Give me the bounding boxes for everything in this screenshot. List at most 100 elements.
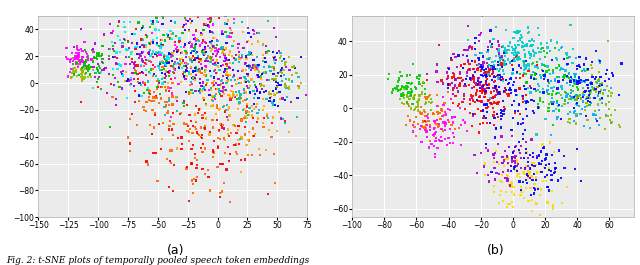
- Point: [212, 50, 223, 54]
- Point: [446, 123, 456, 127]
- Point: [570, 74, 580, 78]
- Point: [519, 196, 529, 200]
- Point: [544, 162, 554, 166]
- Point: [228, 68, 238, 72]
- Point: [564, 83, 575, 87]
- Point: [138, 50, 148, 54]
- Point: [277, 96, 287, 101]
- Point: [438, 120, 449, 125]
- Point: [422, 78, 432, 82]
- Point: [529, 39, 540, 43]
- Point: [91, 71, 101, 75]
- Point: [140, 55, 150, 59]
- Point: [171, 95, 181, 99]
- Point: [519, 61, 529, 65]
- Point: [176, 80, 186, 85]
- Point: [590, 87, 600, 91]
- Point: [84, 72, 95, 77]
- Point: [506, 164, 516, 168]
- Point: [525, 53, 536, 58]
- Point: [574, 104, 584, 108]
- Point: [436, 109, 447, 113]
- Point: [423, 116, 433, 120]
- Point: [231, 150, 241, 154]
- Point: [585, 81, 595, 85]
- Point: [202, 81, 212, 85]
- Point: [461, 70, 472, 75]
- Point: [69, 45, 79, 49]
- Point: [206, 86, 216, 90]
- Point: [220, 69, 230, 73]
- Point: [463, 60, 474, 64]
- Point: [574, 94, 584, 98]
- Point: [589, 109, 600, 113]
- Point: [472, 98, 482, 102]
- Point: [259, 70, 269, 74]
- Point: [72, 44, 82, 48]
- Point: [503, 174, 513, 178]
- Point: [225, 61, 235, 65]
- Point: [513, 121, 523, 126]
- Point: [482, 73, 492, 77]
- Point: [476, 68, 486, 73]
- Point: [173, 65, 184, 70]
- Point: [563, 75, 573, 79]
- Point: [587, 85, 597, 89]
- Point: [211, 54, 221, 58]
- Point: [565, 78, 575, 82]
- Point: [532, 82, 543, 86]
- Point: [184, 130, 194, 134]
- Point: [223, 118, 233, 122]
- Point: [127, 112, 138, 116]
- Point: [574, 77, 584, 81]
- Point: [486, 101, 497, 105]
- Point: [88, 65, 99, 69]
- Point: [442, 77, 452, 81]
- Point: [77, 57, 87, 61]
- Point: [172, 99, 182, 103]
- Point: [544, 167, 554, 172]
- Point: [401, 123, 411, 127]
- Point: [542, 90, 552, 94]
- Point: [209, 139, 219, 143]
- Point: [133, 77, 143, 81]
- Point: [472, 88, 482, 92]
- Point: [444, 76, 454, 80]
- Point: [218, 0, 228, 2]
- Point: [150, 74, 161, 78]
- Point: [161, 88, 171, 92]
- Point: [257, 71, 268, 75]
- Point: [92, 65, 102, 70]
- Point: [449, 75, 460, 79]
- Point: [425, 122, 435, 127]
- Point: [236, 170, 246, 174]
- Point: [276, 79, 287, 83]
- Point: [172, 45, 182, 49]
- Point: [458, 78, 468, 82]
- Point: [212, 105, 222, 110]
- Point: [174, 65, 184, 69]
- Point: [521, 93, 531, 97]
- Point: [268, 116, 278, 120]
- Point: [513, 172, 524, 176]
- Point: [496, 108, 506, 112]
- Point: [538, 146, 548, 150]
- Point: [88, 59, 98, 63]
- Point: [293, 84, 303, 88]
- Point: [511, 143, 522, 148]
- Point: [219, 104, 229, 108]
- Point: [522, 172, 532, 176]
- Point: [529, 164, 540, 168]
- Point: [272, 85, 282, 89]
- Point: [595, 90, 605, 94]
- Point: [494, 54, 504, 58]
- Point: [469, 85, 479, 89]
- Point: [477, 87, 488, 91]
- Point: [481, 67, 491, 71]
- Point: [152, 85, 162, 90]
- Point: [122, 79, 132, 83]
- Point: [431, 93, 442, 97]
- Point: [518, 73, 528, 78]
- Point: [201, 23, 211, 27]
- Point: [72, 46, 82, 51]
